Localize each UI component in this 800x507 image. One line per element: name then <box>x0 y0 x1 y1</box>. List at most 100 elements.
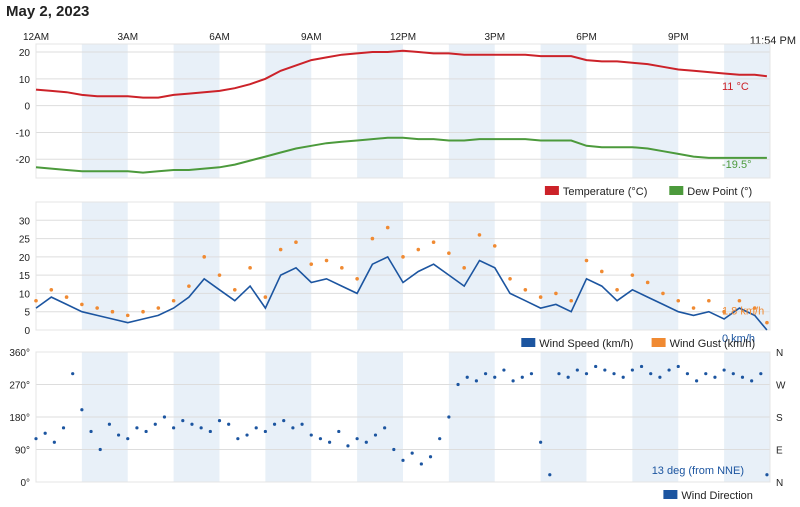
data-point <box>190 422 194 426</box>
data-point <box>282 419 286 423</box>
data-point <box>364 440 368 444</box>
data-point <box>713 375 717 379</box>
page-title: May 2, 2023 <box>6 3 90 20</box>
legend-swatch <box>544 186 559 195</box>
data-point <box>43 431 47 435</box>
data-point <box>156 306 161 310</box>
legend-label: Wind Gust (km/h) <box>670 338 756 350</box>
time-label: 3PM <box>484 32 505 43</box>
series-end-label: -19.5° <box>722 159 751 171</box>
data-point <box>126 437 130 441</box>
y-tick-right-label: E <box>776 446 783 457</box>
data-point <box>538 295 543 299</box>
legend-label: Dew Point (°) <box>687 186 752 198</box>
data-point <box>385 225 390 230</box>
y-tick-label: 30 <box>19 216 31 227</box>
y-tick-label: 0 <box>24 326 30 337</box>
data-point <box>645 280 650 285</box>
data-point <box>416 247 421 252</box>
data-point <box>584 258 589 263</box>
data-point <box>227 422 231 426</box>
y-tick-label: 0° <box>20 478 30 489</box>
data-point <box>523 287 528 292</box>
y-tick-label: 360° <box>9 348 30 359</box>
data-point <box>438 437 442 441</box>
data-point <box>328 440 332 444</box>
series-line <box>35 49 768 99</box>
data-point <box>594 364 598 369</box>
data-point <box>95 306 99 310</box>
data-point <box>612 372 616 376</box>
data-point <box>520 375 524 379</box>
shade-band <box>173 44 220 178</box>
series-end-label: 11 °C <box>722 81 749 93</box>
data-point <box>630 368 634 372</box>
wind-direction-panel: 360° 270° 180° 90° 0° N W S E N 13 deg (from NNE) <box>9 348 786 489</box>
y-tick-label: 90° <box>15 446 30 457</box>
data-point <box>502 368 506 372</box>
data-point <box>731 372 735 376</box>
data-point <box>254 426 258 430</box>
y-tick-label: 10 <box>19 75 31 86</box>
data-point <box>340 266 344 270</box>
series-line <box>35 255 768 331</box>
data-point <box>98 447 102 452</box>
data-point <box>337 429 341 434</box>
data-point <box>52 440 56 444</box>
data-point <box>34 437 38 441</box>
data-point <box>199 426 203 430</box>
data-point <box>477 233 482 237</box>
y-tick-label: 25 <box>19 235 31 246</box>
data-point <box>667 368 671 372</box>
shade-band <box>81 44 128 178</box>
shade-band <box>724 44 770 178</box>
y-tick-label: 15 <box>19 271 31 282</box>
data-point <box>548 473 552 477</box>
time-label: 9AM <box>301 32 322 43</box>
data-point <box>707 298 711 303</box>
data-point <box>401 458 405 462</box>
data-point <box>392 447 396 452</box>
data-point <box>80 302 84 307</box>
data-point <box>202 255 207 259</box>
data-point <box>217 419 222 423</box>
data-point <box>639 364 644 369</box>
data-point <box>248 266 252 270</box>
time-label: 6AM <box>209 32 230 43</box>
time-label: 6PM <box>576 32 597 43</box>
shade-band <box>540 202 587 330</box>
shade-band <box>632 202 679 330</box>
y-tick-label: -10 <box>16 128 31 139</box>
data-point <box>483 372 488 376</box>
data-point <box>737 298 742 303</box>
data-point <box>557 372 561 376</box>
data-point <box>110 309 115 314</box>
shade-band <box>81 202 128 330</box>
data-point <box>615 287 619 292</box>
shade-band <box>448 44 495 178</box>
legend-swatch <box>521 338 536 347</box>
y-tick-label: 20 <box>19 253 31 264</box>
data-point <box>135 426 139 430</box>
data-point <box>263 429 267 434</box>
data-point <box>740 375 745 379</box>
data-point <box>621 375 625 379</box>
data-point <box>294 240 298 245</box>
shade-band <box>540 44 587 178</box>
data-point <box>649 372 653 376</box>
y-tick-label: 10 <box>19 289 31 300</box>
panel-frame <box>35 201 771 331</box>
y-tick-label: 270° <box>9 381 30 392</box>
data-point <box>171 298 176 303</box>
data-point <box>508 277 512 281</box>
y-tick-right-label: S <box>776 413 783 424</box>
data-point <box>172 426 176 430</box>
temperature-panel: 20 10 0 -10 -20 11 °C -19.5° <box>16 43 771 179</box>
data-point <box>49 287 54 292</box>
y-tick-label: 20 <box>19 48 31 59</box>
data-point <box>447 415 451 419</box>
data-point <box>232 287 237 292</box>
data-point <box>116 433 121 437</box>
data-point <box>676 364 680 369</box>
data-point <box>181 419 185 423</box>
